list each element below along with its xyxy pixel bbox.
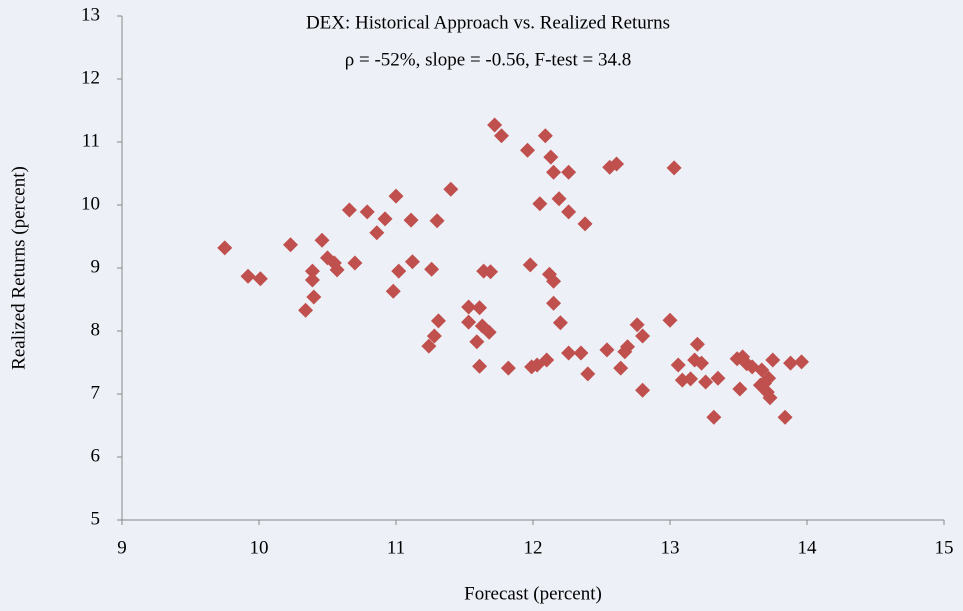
point (347, 255, 363, 271)
point (217, 240, 233, 256)
point (573, 345, 589, 361)
point (577, 216, 593, 232)
point (537, 128, 553, 144)
point (240, 268, 256, 284)
point (472, 300, 488, 316)
point (794, 354, 810, 370)
point (421, 338, 437, 354)
point (694, 355, 710, 371)
y-tick-label: 10 (81, 193, 100, 214)
point (710, 370, 726, 386)
point (429, 213, 445, 229)
x-axis-label: Forecast (percent) (464, 583, 602, 604)
point (689, 336, 705, 352)
point (706, 409, 722, 425)
point (546, 164, 562, 180)
point (539, 352, 555, 368)
point (461, 314, 477, 330)
y-tick-label: 11 (82, 130, 100, 151)
point (252, 271, 268, 287)
point (304, 272, 320, 288)
point (500, 360, 516, 376)
point (532, 196, 548, 212)
point (580, 366, 596, 382)
point (546, 295, 562, 311)
point (635, 328, 651, 344)
point (487, 117, 503, 133)
point (599, 342, 615, 358)
point (732, 381, 748, 397)
point (306, 289, 322, 305)
point (469, 334, 485, 350)
point (341, 202, 357, 218)
chart-subtitle: ρ = -52%, slope = -0.56, F-test = 34.8 (345, 49, 632, 70)
point (609, 156, 625, 172)
point (561, 204, 577, 220)
point (561, 345, 577, 361)
point (426, 328, 442, 344)
point (493, 128, 509, 144)
point (698, 374, 714, 390)
point (483, 264, 499, 280)
chart-title: DEX: Historical Approach vs. Realized Re… (306, 12, 670, 33)
point (522, 257, 538, 273)
point (314, 232, 330, 248)
y-axis-label: Realized Returns (percent) (8, 166, 29, 370)
point (377, 211, 393, 227)
point (403, 212, 419, 228)
point (629, 317, 645, 333)
point (759, 384, 775, 400)
x-tick-label: 9 (117, 537, 127, 558)
point (765, 352, 781, 368)
point (472, 358, 488, 374)
point (635, 382, 651, 398)
point (783, 355, 799, 371)
y-tick-label: 6 (91, 445, 101, 466)
point (666, 160, 682, 176)
point (359, 204, 375, 220)
point (424, 261, 440, 277)
x-tick-label: 12 (524, 537, 543, 558)
y-tick-label: 12 (81, 67, 100, 88)
point (543, 149, 559, 165)
y-tick-label: 8 (91, 319, 101, 340)
point (761, 370, 777, 386)
y-tick-label: 9 (91, 256, 101, 277)
point (369, 225, 385, 241)
point (481, 324, 497, 340)
point (430, 313, 446, 329)
point (443, 181, 459, 197)
point (613, 360, 629, 376)
x-tick-label: 11 (387, 537, 405, 558)
x-tick-label: 14 (798, 537, 818, 558)
point (546, 273, 562, 289)
point (620, 339, 636, 355)
x-tick-label: 13 (661, 537, 680, 558)
x-tick-label: 10 (250, 537, 269, 558)
point (298, 302, 314, 318)
point (670, 357, 686, 373)
y-tick-label: 13 (81, 4, 100, 25)
point (520, 142, 536, 158)
y-tick-label: 7 (91, 382, 101, 403)
point (561, 164, 577, 180)
point (304, 263, 320, 279)
point (404, 254, 420, 270)
point (754, 362, 770, 378)
point (329, 262, 345, 278)
point (283, 237, 299, 253)
point (777, 409, 793, 425)
point (662, 312, 678, 328)
point (683, 371, 699, 387)
y-tick-label: 5 (91, 508, 101, 529)
point (461, 299, 477, 315)
point (385, 283, 401, 299)
point (551, 191, 567, 207)
point (391, 263, 407, 279)
x-tick-label: 15 (935, 537, 954, 558)
point (552, 315, 568, 331)
point (388, 188, 404, 204)
